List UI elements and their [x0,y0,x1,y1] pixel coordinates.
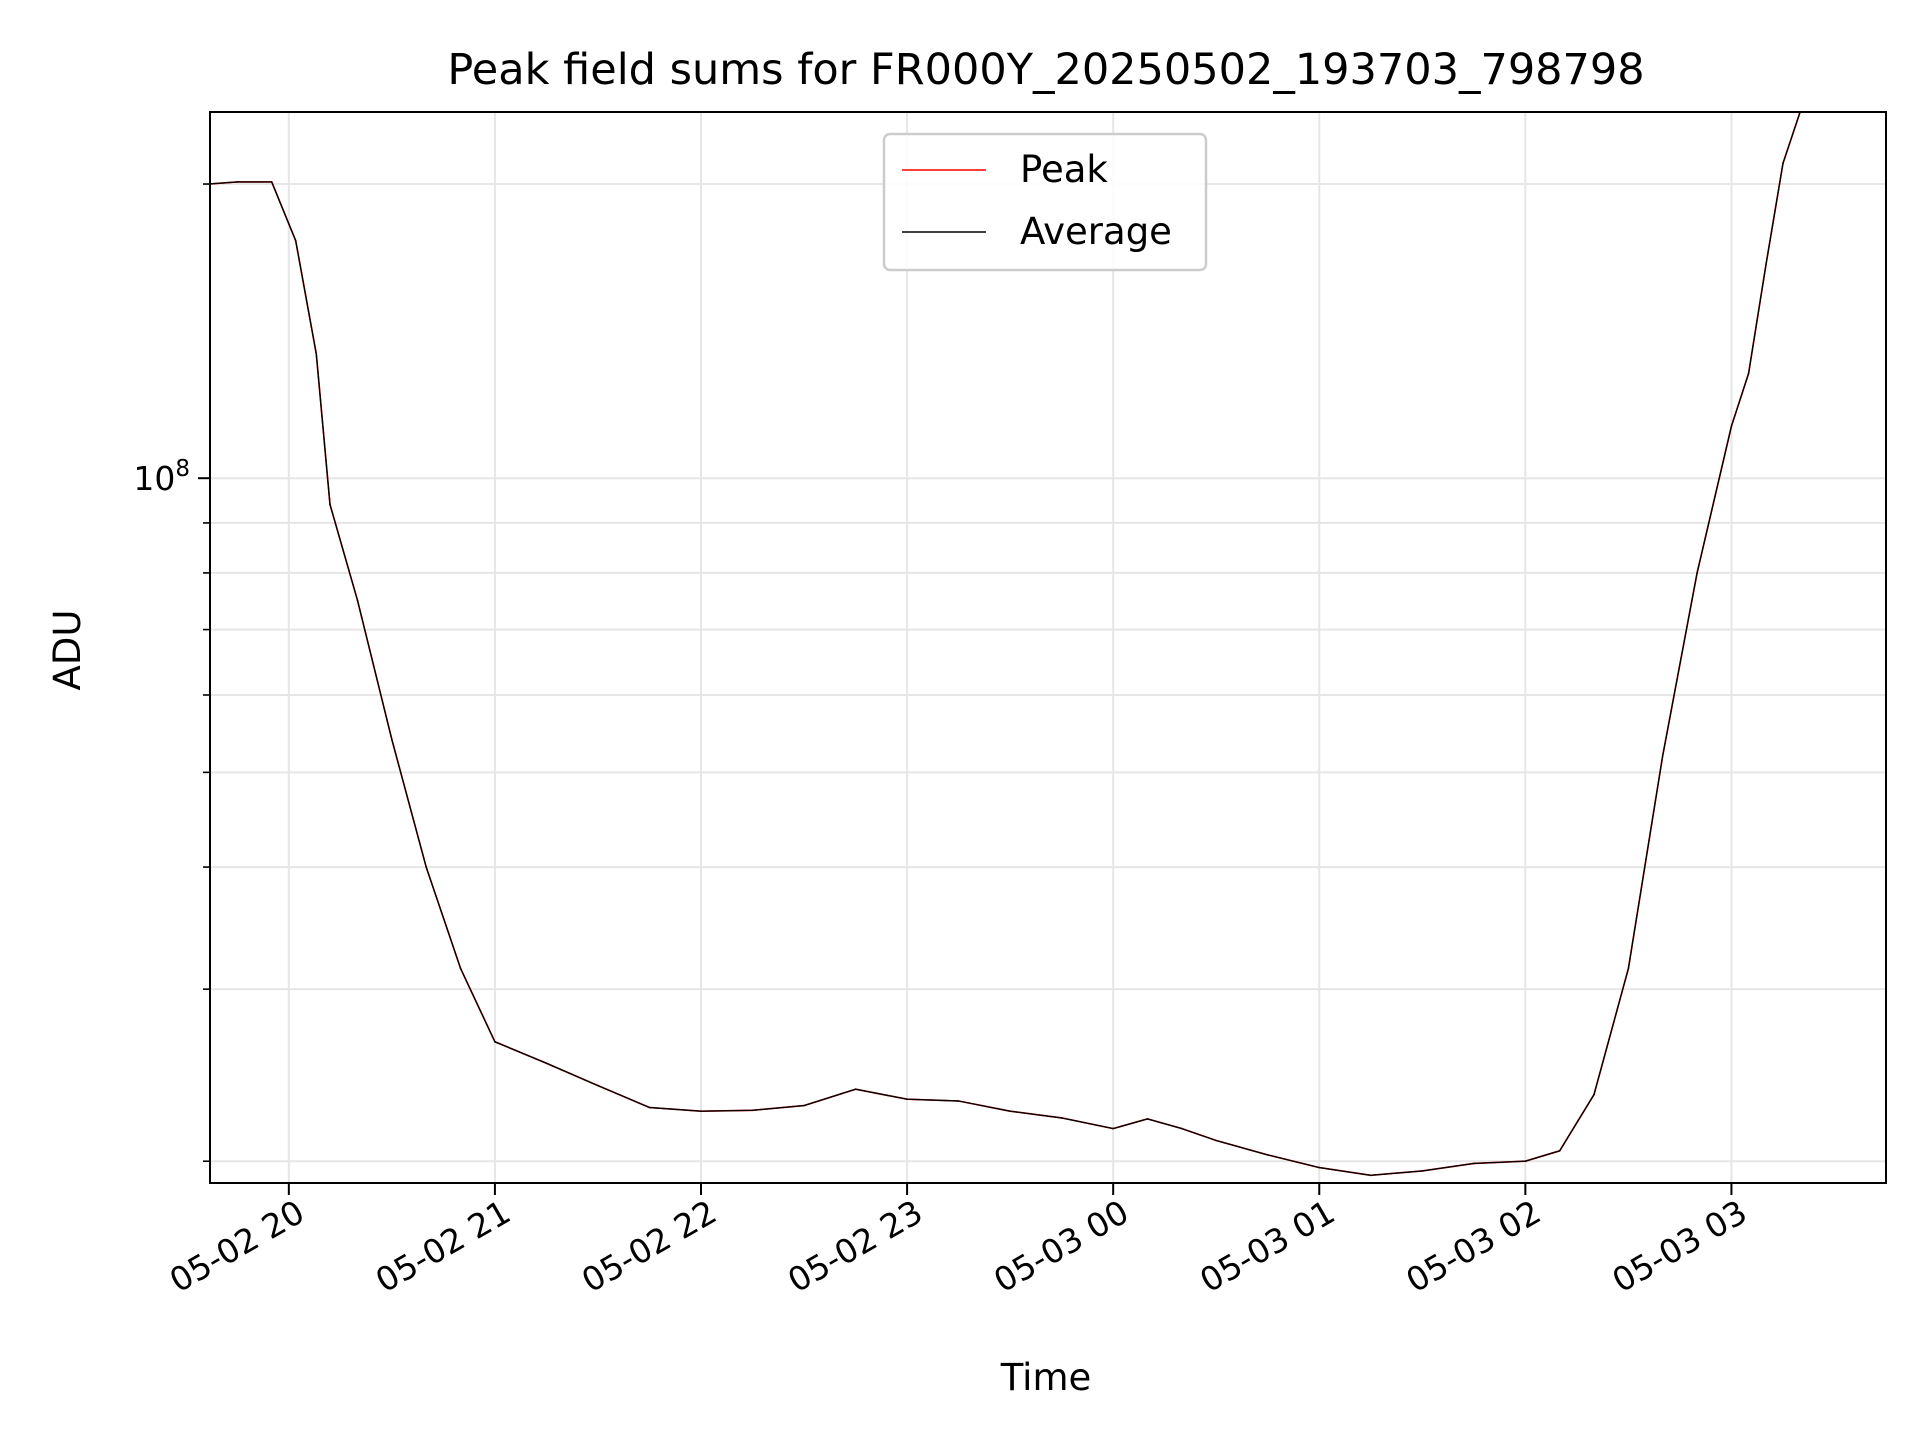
x-tick-label: 05-02 20 [163,1192,311,1300]
data-point-average [356,599,359,602]
series-line-average [210,112,1801,1177]
data-point-average [1215,1139,1217,1142]
data-point-average [1747,372,1750,375]
data-point-average [1627,967,1630,970]
x-tick-label: 05-02 21 [369,1192,517,1300]
data-point-average [1473,1162,1475,1165]
data-point-average [459,967,462,970]
data-point-average [957,1100,960,1102]
axes: 05-02 20 05-02 21 05-02 22 05-02 23 05-03 00… [133,111,1887,1300]
y-axis-label: ADU [46,610,89,691]
data-point-average [854,1088,857,1090]
data-point-average [1558,1150,1561,1152]
series-line-peak [210,112,1801,1177]
data-point-average [1181,1127,1183,1130]
legend: Peak Average [882,132,1208,272]
data-point-average [329,503,331,506]
data-point-average [1060,1117,1063,1119]
data-point-average [803,1104,805,1107]
chart-title: Peak field sums for FR000Y_20250502_1937… [447,45,1644,95]
data-point-average [1146,1118,1149,1120]
data-point-average [1782,162,1784,165]
data-point-average [391,738,393,741]
data-point-average [294,239,297,242]
x-axis-label: Time [1000,1356,1092,1399]
grid [210,112,1886,1183]
data-point-average [700,1110,702,1112]
y-tick-label: 108 [133,456,190,498]
data-point-average [1266,1154,1269,1156]
data-point-average [425,866,428,868]
data-point-average [545,1062,548,1064]
x-tick-label: 05-02 23 [781,1192,929,1300]
data-point-average [1661,754,1664,757]
data-point-average [1421,1170,1424,1172]
data-point-average [236,181,239,183]
plot-frame [209,111,1887,1184]
data-point-average [751,1109,754,1112]
data-point-average [1318,1166,1321,1169]
x-tick-label: 05-03 02 [1399,1192,1547,1300]
data-point-average [1765,264,1767,267]
legend-box [882,132,1208,272]
data-point-average [1009,1110,1011,1112]
data-point-average [648,1106,651,1109]
data-point-average [1370,1174,1372,1177]
legend-label-average: Average [1020,210,1172,253]
x-tick-label: 05-03 01 [1193,1192,1341,1300]
data-point-average [1696,572,1698,574]
data-point-average [270,181,273,183]
data-point-average [494,1041,496,1043]
data-point-average [1730,425,1733,428]
series-group [210,112,1801,1177]
x-tick-label: 05-03 00 [987,1192,1135,1300]
data-point-average [1524,1160,1527,1162]
data-point-average [315,353,318,355]
legend-label-peak: Peak [1020,148,1108,191]
x-tick-label: 05-02 22 [575,1192,723,1300]
data-point-average [906,1098,908,1100]
data-point-average [1593,1093,1595,1096]
data-point-average [1112,1127,1114,1130]
x-tick-label: 05-03 03 [1605,1192,1753,1300]
data-point-average [597,1084,599,1087]
